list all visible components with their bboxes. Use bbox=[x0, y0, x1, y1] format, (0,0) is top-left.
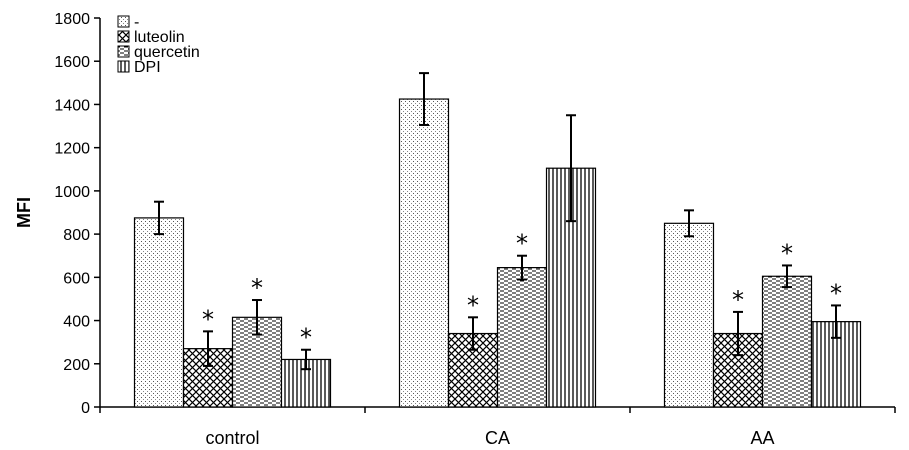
x-category-label: control bbox=[205, 428, 259, 448]
y-tick-label: 400 bbox=[63, 314, 90, 331]
significance-marker: * bbox=[732, 286, 744, 314]
legend-swatch-quercetin bbox=[117, 45, 130, 58]
axes: 0 200 400 600 800 1000 1200 1400 1600 1800 MFI cont… bbox=[14, 11, 896, 448]
bar---AA bbox=[663, 222, 715, 408]
bar---CA bbox=[398, 98, 450, 408]
significance-marker: * bbox=[830, 279, 842, 307]
significance-marker: * bbox=[516, 230, 528, 258]
legend-label: DPI bbox=[134, 59, 161, 76]
bar---control bbox=[133, 217, 185, 408]
y-tick-label: 600 bbox=[63, 270, 90, 287]
bar-quercetin-CA bbox=[496, 267, 548, 408]
legend-label: quercetin bbox=[134, 44, 200, 61]
bars: * * * * * * * * bbox=[133, 72, 862, 408]
y-tick-label: 1200 bbox=[54, 141, 90, 158]
x-category-label: AA bbox=[750, 428, 774, 448]
y-tick-label: 1800 bbox=[54, 11, 90, 28]
significance-marker: * bbox=[300, 324, 312, 352]
y-tick-label: 0 bbox=[81, 400, 90, 417]
legend-swatch-- bbox=[117, 15, 130, 28]
significance-marker: * bbox=[202, 305, 214, 333]
significance-marker: * bbox=[251, 274, 263, 302]
bar-quercetin-AA bbox=[761, 275, 813, 408]
x-category-label: CA bbox=[485, 428, 510, 448]
legend-label: luteolin bbox=[134, 29, 185, 46]
y-tick-label: 1400 bbox=[54, 97, 90, 114]
legend-label: - bbox=[134, 14, 139, 31]
legend-swatch-luteolin bbox=[117, 30, 130, 43]
y-tick-label: 800 bbox=[63, 227, 90, 244]
legend-swatch-DPI bbox=[117, 60, 130, 73]
significance-marker: * bbox=[467, 291, 479, 319]
significance-marker: * bbox=[781, 239, 793, 267]
y-tick-label: 1000 bbox=[54, 184, 90, 201]
y-axis-title: MFI bbox=[14, 197, 34, 228]
y-tick-label: 1600 bbox=[54, 54, 90, 71]
y-tick-label: 200 bbox=[63, 357, 90, 374]
